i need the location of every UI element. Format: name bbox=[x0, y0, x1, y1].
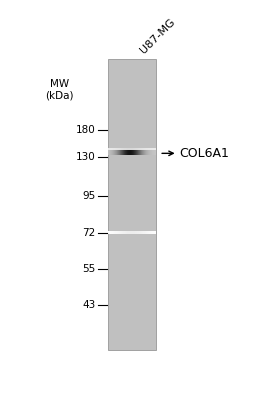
Text: 95: 95 bbox=[82, 191, 95, 201]
Bar bbox=[108, 59, 156, 350]
Text: 180: 180 bbox=[75, 125, 95, 135]
Text: 55: 55 bbox=[82, 264, 95, 274]
Text: 43: 43 bbox=[82, 300, 95, 310]
Text: U87-MG: U87-MG bbox=[138, 17, 177, 56]
Text: 72: 72 bbox=[82, 228, 95, 238]
Text: 130: 130 bbox=[75, 152, 95, 162]
Text: COL6A1: COL6A1 bbox=[180, 147, 230, 160]
Text: MW
(kDa): MW (kDa) bbox=[45, 79, 74, 100]
